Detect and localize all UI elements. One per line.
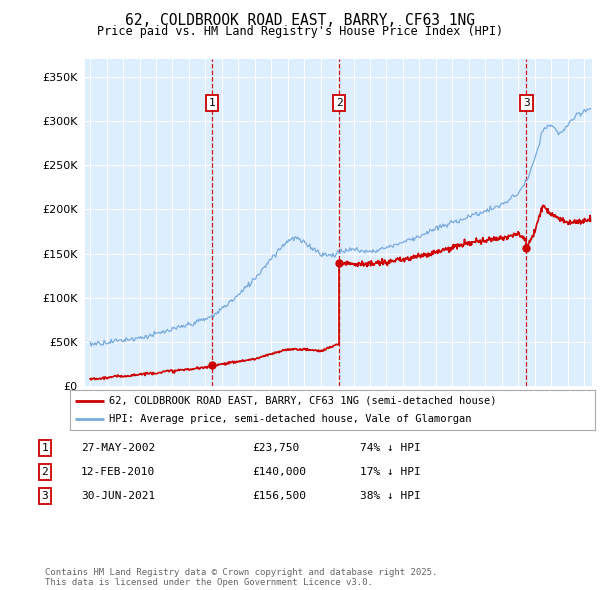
- Text: 1: 1: [41, 443, 49, 453]
- Text: 1: 1: [209, 98, 215, 108]
- Text: 62, COLDBROOK ROAD EAST, BARRY, CF63 1NG: 62, COLDBROOK ROAD EAST, BARRY, CF63 1NG: [125, 13, 475, 28]
- Text: 3: 3: [41, 491, 49, 501]
- Text: £156,500: £156,500: [252, 491, 306, 501]
- Text: Price paid vs. HM Land Registry's House Price Index (HPI): Price paid vs. HM Land Registry's House …: [97, 25, 503, 38]
- Text: £140,000: £140,000: [252, 467, 306, 477]
- Text: 3: 3: [523, 98, 530, 108]
- Text: 2: 2: [41, 467, 49, 477]
- Text: 74% ↓ HPI: 74% ↓ HPI: [360, 443, 421, 453]
- Text: 2: 2: [335, 98, 343, 108]
- Text: 38% ↓ HPI: 38% ↓ HPI: [360, 491, 421, 501]
- Text: 27-MAY-2002: 27-MAY-2002: [81, 443, 155, 453]
- Text: 30-JUN-2021: 30-JUN-2021: [81, 491, 155, 501]
- Text: 12-FEB-2010: 12-FEB-2010: [81, 467, 155, 477]
- Text: Contains HM Land Registry data © Crown copyright and database right 2025.
This d: Contains HM Land Registry data © Crown c…: [45, 568, 437, 587]
- Text: £23,750: £23,750: [252, 443, 299, 453]
- Text: 17% ↓ HPI: 17% ↓ HPI: [360, 467, 421, 477]
- Text: HPI: Average price, semi-detached house, Vale of Glamorgan: HPI: Average price, semi-detached house,…: [109, 414, 472, 424]
- Text: 62, COLDBROOK ROAD EAST, BARRY, CF63 1NG (semi-detached house): 62, COLDBROOK ROAD EAST, BARRY, CF63 1NG…: [109, 396, 497, 406]
